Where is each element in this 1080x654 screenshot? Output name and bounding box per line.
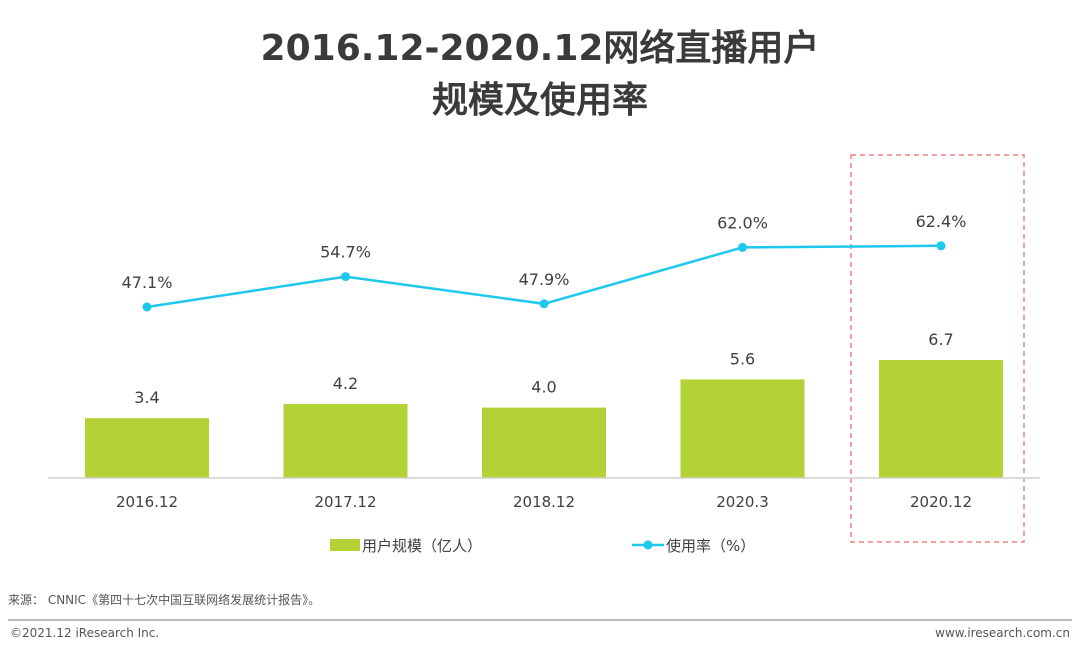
line-label: 62.0%	[717, 213, 768, 232]
line-point-2020.12	[936, 241, 946, 251]
line-label: 47.1%	[122, 273, 173, 292]
legend-bar-swatch	[330, 539, 360, 551]
x-tick-label: 2017.12	[314, 493, 376, 511]
website-link[interactable]: www.iresearch.com.cn	[935, 626, 1070, 640]
line-label: 54.7%	[320, 243, 371, 262]
x-tick-label: 2020.12	[910, 493, 972, 511]
bar-2018.12	[482, 407, 606, 478]
legend-bar-label: 用户规模（亿人）	[362, 537, 482, 555]
x-tick-label: 2020.3	[716, 493, 769, 511]
chart-title-line2: 规模及使用率	[431, 80, 648, 121]
copyright: ©2021.12 iResearch Inc.	[10, 626, 160, 640]
line-label: 62.4%	[916, 212, 967, 231]
line-point-2018.12	[539, 299, 549, 309]
source-note: 来源： CNNIC《第四十七次中国互联网络发展统计报告》。	[8, 593, 321, 607]
legend-line-marker	[643, 540, 653, 550]
legend-line-label: 使用率（%）	[666, 537, 755, 555]
bar-2017.12	[283, 404, 408, 478]
bar-label: 4.2	[333, 374, 358, 393]
bar-label: 4.0	[531, 378, 556, 397]
bar-label: 6.7	[928, 330, 953, 349]
bar-2020.12	[879, 360, 1003, 478]
bar-label: 3.4	[134, 388, 159, 407]
bar-2016.12	[85, 418, 209, 478]
footer-divider	[8, 619, 1072, 621]
line-point-2016.12	[142, 302, 152, 312]
chart-title-line1: 2016.12-2020.12网络直播用户	[260, 28, 820, 69]
x-tick-label: 2016.12	[116, 493, 178, 511]
x-tick-label: 2018.12	[513, 493, 575, 511]
bar-label: 5.6	[730, 349, 755, 368]
bar-2020.3	[680, 379, 805, 478]
line-point-2020.3	[738, 242, 747, 252]
line-label: 47.9%	[519, 270, 570, 289]
line-point-2017.12	[341, 272, 350, 282]
